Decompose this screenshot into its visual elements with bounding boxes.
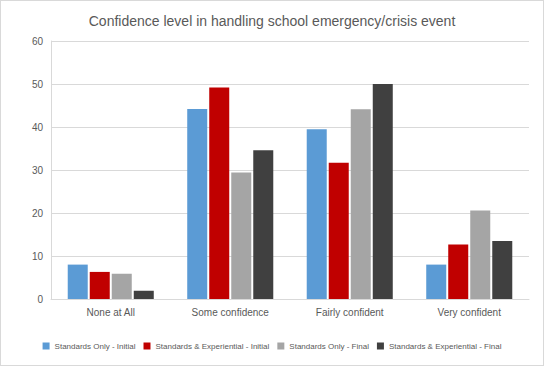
svg-text:50: 50 xyxy=(32,79,44,90)
svg-text:30: 30 xyxy=(32,165,44,176)
svg-text:20: 20 xyxy=(32,208,44,219)
svg-text:Some confidence: Some confidence xyxy=(192,307,270,318)
svg-text:Standards Only - Initial: Standards Only - Initial xyxy=(55,342,136,351)
svg-text:60: 60 xyxy=(32,36,44,47)
svg-text:0: 0 xyxy=(37,294,43,305)
svg-text:Very confident: Very confident xyxy=(438,307,502,318)
svg-text:Fairly confident: Fairly confident xyxy=(316,307,384,318)
svg-text:10: 10 xyxy=(32,251,44,262)
svg-text:None at All: None at All xyxy=(87,307,135,318)
svg-text:Standards & Experiential - Ini: Standards & Experiential - Initial xyxy=(156,342,270,351)
svg-text:Confidence level in handling s: Confidence level in handling school emer… xyxy=(89,13,456,29)
svg-text:40: 40 xyxy=(32,122,44,133)
svg-text:Standards Only - Final: Standards Only - Final xyxy=(289,342,369,351)
svg-text:Standards & Experiential - Fin: Standards & Experiential - Final xyxy=(389,342,502,351)
